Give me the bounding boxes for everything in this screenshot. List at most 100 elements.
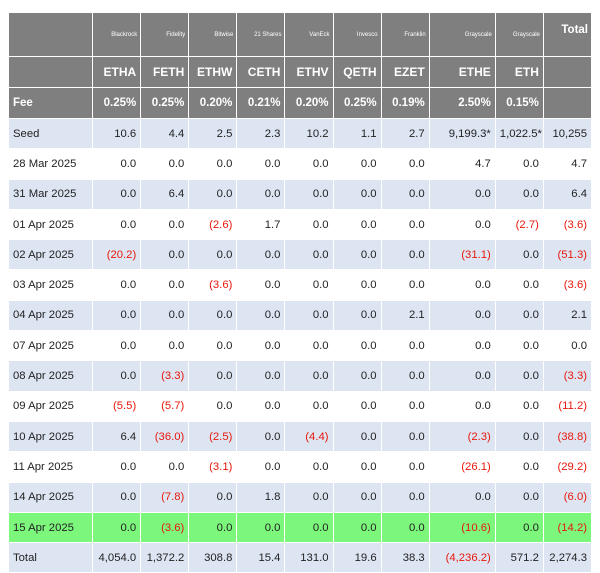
flow-cell: 0.0 (92, 148, 142, 180)
flow-cell: (5.5) (92, 390, 142, 422)
table-row: 01 Apr 2025 0.0 0.0 (2.6) 1.7 0.0 0.0 0.0 0.0 (2.… (7, 208, 593, 241)
issuer-name: 21 Shares (236, 12, 286, 57)
flow-cell: 0.0 (236, 148, 286, 180)
flow-cell: (2.3) (428, 420, 496, 453)
row-date-label: 28 Mar 2025 (7, 148, 94, 180)
flow-cell: (3.1) (188, 451, 238, 483)
flow-cell: 0.0 (380, 481, 430, 513)
flow-cell: 1,022.5* (494, 117, 544, 150)
flow-cell: 0.0 (380, 360, 430, 392)
row-total-cell: (29.2) (542, 451, 593, 483)
flow-cell: 0.0 (284, 148, 334, 180)
flow-cell: 9,199.3* (428, 117, 496, 150)
flow-cell: 0.0 (236, 511, 286, 544)
flow-cell: (10.6) (428, 511, 496, 544)
issuer-name: VanEck (284, 12, 334, 57)
flow-cell: 15.4 (236, 542, 286, 573)
flow-cell: 0.0 (332, 269, 382, 301)
flow-cell: 0.0 (92, 299, 142, 332)
table-row: 03 Apr 2025 0.0 0.0 (3.6) 0.0 0.0 0.0 0.0 0.0 0.0… (7, 269, 593, 301)
flow-cell: 0.0 (284, 178, 334, 210)
row-total-cell: (3.6) (542, 208, 593, 241)
flow-cell: 0.0 (494, 511, 544, 544)
flow-cell: 2.7 (380, 117, 430, 150)
flow-cell: 4.7 (428, 148, 496, 180)
flow-cell: 0.0 (236, 330, 286, 362)
fee-value: 0.15% (494, 87, 544, 119)
flow-cell: 0.0 (380, 420, 430, 453)
fee-value: 2.50% (428, 87, 496, 119)
flow-cell: 0.0 (380, 239, 430, 271)
row-date-label: 03 Apr 2025 (7, 269, 94, 301)
flow-cell: (5.7) (140, 390, 190, 422)
flow-cell: 0.0 (494, 178, 544, 210)
flow-cell: 0.0 (284, 390, 334, 422)
flow-cell: 0.0 (236, 178, 286, 210)
flow-cell: 0.0 (332, 451, 382, 483)
flow-cell: 0.0 (284, 239, 334, 271)
flow-cell: 1.1 (332, 117, 382, 150)
flow-cell: (7.8) (140, 481, 190, 513)
fee-row: Fee 0.25% 0.25% 0.20% 0.21% 0.20% 0.25% … (7, 87, 593, 119)
flow-cell: (2.7) (494, 208, 544, 241)
issuer-name: Bitwise (188, 12, 238, 57)
flow-cell: 0.0 (380, 208, 430, 241)
row-date-label: 14 Apr 2025 (7, 481, 94, 513)
flow-cell: 131.0 (284, 542, 334, 573)
issuer-name: Invesco (332, 12, 382, 57)
flow-cell: (26.1) (428, 451, 496, 483)
row-date-label: 09 Apr 2025 (7, 390, 94, 422)
flow-cell: 0.0 (188, 330, 238, 362)
table-row: 28 Mar 2025 0.0 0.0 0.0 0.0 0.0 0.0 0.0 4.7 0.0 4.… (7, 148, 593, 180)
flow-cell: 0.0 (428, 481, 496, 513)
table-row: 10 Apr 2025 6.4 (36.0) (2.5) 0.0 (4.4) 0.0 0.0(… (7, 420, 593, 453)
flow-cell: 4,054.0 (92, 542, 142, 573)
flow-cell: 0.0 (380, 511, 430, 544)
flow-cell: 0.0 (140, 148, 190, 180)
flow-cell: 0.0 (236, 239, 286, 271)
flow-cell: 0.0 (494, 390, 544, 422)
flow-cell: 0.0 (236, 269, 286, 301)
flow-cell: 0.0 (332, 390, 382, 422)
total-row-label: Total (7, 542, 94, 573)
flow-cell: 38.3 (380, 542, 430, 573)
total-column-header: Total (542, 12, 593, 57)
flow-cell: 0.0 (332, 299, 382, 332)
flow-cell: 0.0 (380, 178, 430, 210)
issuer-name: Fidelity (140, 12, 190, 57)
fee-value: 0.19% (380, 87, 430, 119)
flow-cell: 0.0 (332, 360, 382, 392)
row-total-cell: (6.0) (542, 481, 593, 513)
flow-cell: 0.0 (140, 299, 190, 332)
etf-flows-table-container: Blackrock Fidelity Bitwise 21 Shares Van… (7, 12, 593, 573)
flow-cell: 0.0 (332, 178, 382, 210)
flow-cell: 0.0 (140, 208, 190, 241)
flow-cell: 0.0 (92, 330, 142, 362)
flow-cell: 0.0 (140, 239, 190, 271)
flow-cell: 0.0 (380, 330, 430, 362)
row-total-cell: 2.1 (542, 299, 593, 332)
flow-cell: 0.0 (494, 148, 544, 180)
issuer-header-corner (7, 12, 94, 57)
flow-cell: 0.0 (188, 511, 238, 544)
flow-cell: (3.6) (140, 511, 190, 544)
table-row: 14 Apr 2025 0.0 (7.8) 0.0 1.8 0.0 0.0 0.0 0.0 0.0… (7, 481, 593, 513)
fee-value: 0.25% (140, 87, 190, 119)
ticker-symbol: FETH (140, 56, 190, 88)
flow-cell: 0.0 (428, 208, 496, 241)
fee-value: 0.20% (188, 87, 238, 119)
flow-cell: (3.3) (140, 360, 190, 392)
total-row: Total 4,054.0 1,372.2 308.8 15.4 131.0 19.6 38.… (7, 542, 593, 573)
row-date-label: 11 Apr 2025 (7, 451, 94, 483)
table-row: 31 Mar 2025 0.0 6.4 0.0 0.0 0.0 0.0 0.0 0.0 0.0 6.… (7, 178, 593, 210)
row-total-cell: 10,255 (542, 117, 593, 150)
flow-cell: 0.0 (428, 299, 496, 332)
row-date-label: 15 Apr 2025 (7, 511, 94, 544)
flow-cell: 0.0 (284, 481, 334, 513)
flow-cell: 0.0 (92, 511, 142, 544)
ticker-header-row: ETHA FETH ETHW CETH ETHV QETH EZET ETHE … (7, 56, 593, 88)
fee-value: 0.20% (284, 87, 334, 119)
flow-cell: 1.8 (236, 481, 286, 513)
flow-cell: 10.6 (92, 117, 142, 150)
flow-cell: 2.1 (380, 299, 430, 332)
